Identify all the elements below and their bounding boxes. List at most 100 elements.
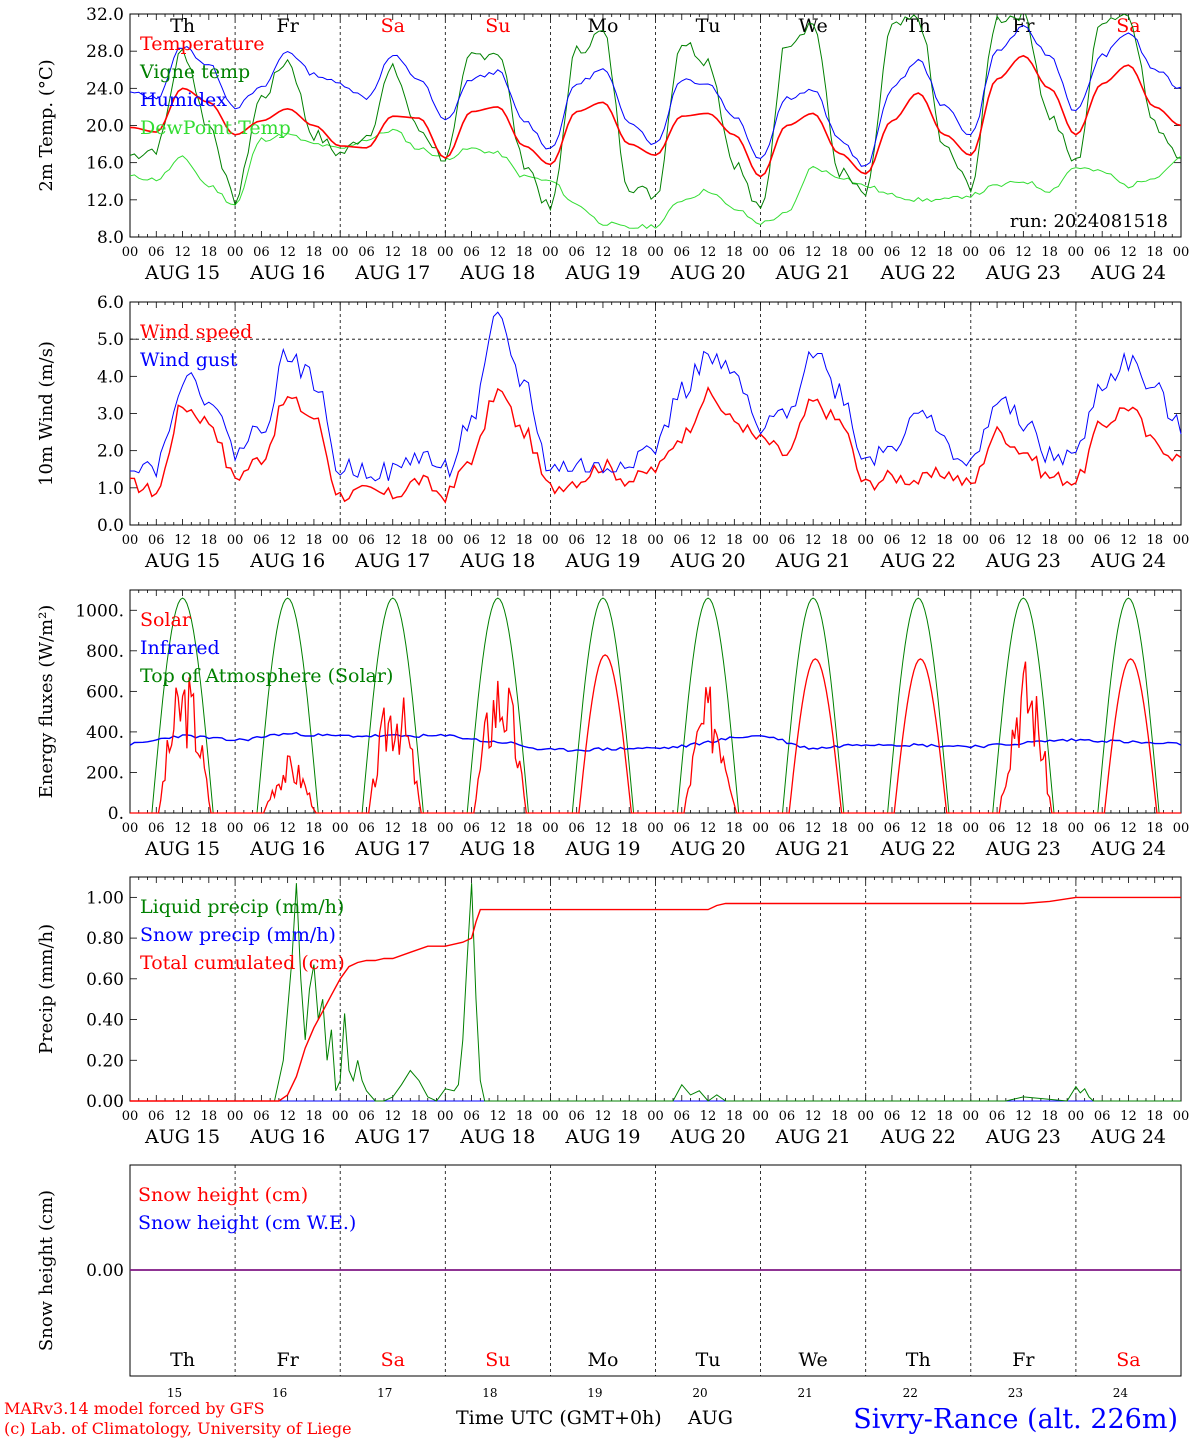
y-tick-label: 0.0 [97,516,124,536]
legend-entry: Infrared [140,637,220,659]
hour-label: 18 [1041,245,1058,260]
y-tick-label: 0.80 [86,929,124,949]
hour-label: 06 [884,1109,901,1124]
hour-label: 18 [1041,1109,1058,1124]
hour-label: 12 [490,245,507,260]
hour-label: 12 [595,245,612,260]
hour-label: 06 [358,821,375,836]
hour-label: 12 [1120,533,1137,548]
series-line-solar [130,654,1181,814]
date-label: AUG 23 [985,1126,1061,1148]
day-label: Mo [587,1349,618,1371]
y-tick-label: 3.0 [97,405,124,425]
day-label: Fr [1012,1349,1035,1371]
hour-label: 18 [306,1109,323,1124]
date-label: AUG 17 [354,262,430,284]
hour-label: 18 [306,533,323,548]
hour-label: 06 [463,821,480,836]
hour-label: 12 [910,821,927,836]
footer: MARv3.14 model forced by GFS(c) Lab. of … [4,1399,1178,1438]
hour-label: 00 [1068,533,1085,548]
hour-label: 12 [1120,821,1137,836]
hour-label: 12 [910,245,927,260]
hour-label: 06 [253,533,270,548]
hour-label: 00 [332,821,349,836]
hour-label: 18 [1146,821,1163,836]
hour-label: 12 [1015,821,1032,836]
y-axis-label: Snow height (cm) [36,1190,57,1351]
x-axis-labels: 00 06 12 18 00 06 12 18 00 06 12 18 00 06 12 18 00 06 12 18… [122,245,1190,284]
hour-label: 12 [700,245,717,260]
date-label: AUG 18 [459,1126,535,1148]
hour-label: 00 [122,533,139,548]
x-axis-labels: 00 06 12 18 00 06 12 18 00 06 12 18 00 06 12 18 00 06 12 18… [122,1109,1190,1148]
date-label: AUG 16 [249,838,325,860]
date-label: AUG 23 [985,550,1061,572]
hour-label: 06 [358,1109,375,1124]
date-label: AUG 15 [144,1126,220,1148]
legend-entry: Wind gust [140,349,238,371]
hour-label: 18 [621,1109,638,1124]
hour-label: 00 [227,1109,244,1124]
hour-label: 12 [700,533,717,548]
hour-label: 12 [174,1109,191,1124]
y-tick-label: 0.00 [86,1092,124,1112]
y-tick-label: 24.0 [86,79,124,99]
hour-label: 00 [963,533,980,548]
hour-label: 18 [831,245,848,260]
hour-label: 06 [1094,533,1111,548]
hour-label: 00 [542,1109,559,1124]
hour-label: 18 [411,821,428,836]
hour-label: 18 [726,533,743,548]
month-label: AUG [687,1407,733,1429]
hour-label: 12 [384,245,401,260]
y-tick-label: 4.0 [97,367,124,387]
hour-label: 18 [201,245,218,260]
date-label: AUG 15 [144,550,220,572]
legend-entry: Total cumulated (cm) [140,952,345,974]
hour-label: 00 [1173,245,1190,260]
hour-label: 06 [358,533,375,548]
y-tick-label: 0.40 [86,1011,124,1031]
hour-label: 06 [884,533,901,548]
y-tick-label: 0.00 [86,1261,124,1281]
hour-label: 12 [700,821,717,836]
date-label: AUG 22 [880,262,956,284]
series-line-temperature [130,54,1181,178]
day-label: Sa [381,15,405,37]
hour-label: 12 [174,821,191,836]
hour-label: 00 [227,821,244,836]
hour-label: 00 [227,245,244,260]
hour-label: 00 [857,533,874,548]
date-label: AUG 16 [249,262,325,284]
hour-label: 12 [490,1109,507,1124]
date-label: AUG 22 [880,550,956,572]
hour-label: 06 [463,1109,480,1124]
legend-entry: Temperature [140,33,264,55]
hour-label: 18 [1041,821,1058,836]
panel-3: 0. 200. 400. 600. 800. 1000. Energy fluxes (W/… [36,589,1182,824]
hour-label: 18 [516,533,533,548]
hour-label: 18 [831,533,848,548]
hour-label: 12 [595,821,612,836]
day-label: We [799,1349,828,1371]
series-line-humidex [130,25,1181,167]
hour-label: 18 [411,1109,428,1124]
hour-label: 12 [490,821,507,836]
hour-label: 12 [384,821,401,836]
day-label: Mo [587,15,618,37]
hour-label: 12 [910,533,927,548]
hour-label: 06 [253,1109,270,1124]
y-tick-label: 28.0 [86,42,124,62]
hour-label: 00 [647,821,664,836]
date-label: AUG 15 [144,262,220,284]
panel-frame [129,301,1182,526]
hour-label: 00 [437,1109,454,1124]
hour-label: 06 [148,821,165,836]
hour-label: 18 [411,533,428,548]
hour-label: 00 [437,245,454,260]
hour-label: 00 [857,821,874,836]
hour-label: 18 [411,245,428,260]
date-label: AUG 15 [144,838,220,860]
hour-label: 18 [936,821,953,836]
